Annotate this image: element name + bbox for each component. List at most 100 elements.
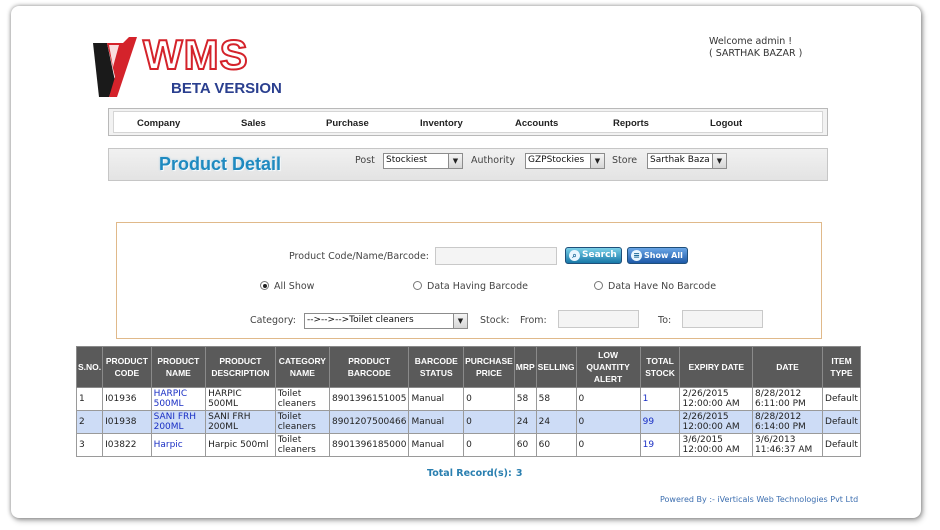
nav-logout[interactable]: Logout	[710, 118, 743, 129]
search-button[interactable]: ⌕ Search	[565, 247, 622, 264]
total-records-label: Total Record(s):	[427, 468, 512, 479]
col-date: DATE	[752, 346, 824, 388]
nav-inventory[interactable]: Inventory	[420, 118, 463, 129]
main-nav-inner: Company Sales Purchase Inventory Account…	[113, 111, 823, 133]
col-product-code: PRODUCT CODE	[102, 346, 152, 388]
cell-barcode-status: Manual	[408, 433, 465, 457]
logo-subtitle: BETA VERSION	[171, 80, 282, 97]
page-title: Product Detail	[159, 154, 282, 174]
store-select-value: Sarthak Baza	[650, 155, 710, 165]
cell-product-code: I01938	[102, 410, 152, 434]
col-purchase-price: PURCHASE PRICE	[463, 346, 515, 388]
category-select-value: -->-->-->Toilet cleaners	[307, 315, 414, 325]
cell-expiry-date: 2/26/2015 12:00:00 AM	[679, 387, 754, 411]
total-records: Total Record(s): 3	[427, 468, 522, 479]
cell-expiry-date: 2/26/2015 12:00:00 AM	[679, 410, 754, 434]
total-stock-link[interactable]: 99	[639, 410, 681, 434]
col-product-name: PRODUCT NAME	[150, 346, 207, 388]
cell-barcode: 8901396151005	[329, 387, 410, 411]
nav-reports[interactable]: Reports	[613, 118, 649, 129]
cell-sno: 3	[75, 433, 104, 457]
cell-barcode-status: Manual	[408, 410, 465, 434]
radio-all-show-label: All Show	[274, 281, 315, 292]
product-code-input[interactable]	[435, 247, 557, 265]
radio-no-barcode[interactable]	[594, 281, 603, 290]
cell-description: Harpic 500ml	[205, 433, 276, 457]
cell-selling: 60	[535, 433, 577, 457]
cell-expiry-date: 3/6/2015 12:00:00 AM	[679, 433, 754, 457]
col-barcode-status: BARCODE STATUS	[408, 346, 465, 388]
cell-mrp: 58	[513, 387, 537, 411]
radio-all-show[interactable]	[260, 281, 269, 290]
product-table: S.NO. PRODUCT CODE PRODUCT NAME PRODUCT …	[75, 346, 861, 457]
cell-selling: 58	[535, 387, 577, 411]
col-selling: SELLING	[535, 346, 577, 388]
product-name-link[interactable]: Harpic	[150, 433, 207, 457]
col-mrp: MRP	[513, 346, 537, 388]
cell-mrp: 60	[513, 433, 537, 457]
cell-purchase-price: 0	[463, 387, 515, 411]
stock-from-input[interactable]	[558, 310, 639, 328]
footer-credit: Powered By :- iVerticals Web Technologie…	[660, 495, 859, 504]
stock-to-input[interactable]	[682, 310, 763, 328]
cell-barcode-status: Manual	[408, 387, 465, 411]
cell-category: Toilet cleaners	[274, 410, 331, 434]
table-row[interactable]: 3 I03822 Harpic Harpic 500ml Toilet clea…	[75, 433, 861, 457]
cell-selling: 24	[535, 410, 577, 434]
cell-barcode: 8901207500466	[329, 410, 410, 434]
title-bar: Product Detail Post Stockiest ▼ Authorit…	[108, 148, 828, 181]
category-select[interactable]: -->-->-->Toilet cleaners ▼	[304, 313, 468, 329]
show-all-button[interactable]: ≡ Show All	[627, 247, 688, 264]
store-label: Store	[612, 155, 638, 166]
welcome-panel: Welcome admin ! ( SARTHAK BAZAR )	[709, 36, 802, 60]
product-code-label: Product Code/Name/Barcode:	[289, 251, 429, 262]
radio-having-barcode[interactable]	[413, 281, 422, 290]
nav-purchase[interactable]: Purchase	[326, 118, 369, 129]
product-name-link[interactable]: SANI FRH 200ML	[150, 410, 207, 434]
store-select[interactable]: Sarthak Baza ▼	[647, 153, 727, 169]
logo-wms-text: WMS	[142, 31, 249, 78]
logo-v-mark-icon	[93, 37, 137, 97]
total-stock-link[interactable]: 19	[639, 433, 681, 457]
store-name: ( SARTHAK BAZAR )	[709, 48, 803, 59]
cell-low-qty: 0	[575, 433, 641, 457]
chevron-down-icon: ▼	[448, 154, 462, 168]
cell-description: SANI FRH 200ML	[205, 410, 276, 434]
radio-having-barcode-label: Data Having Barcode	[427, 281, 528, 292]
product-name-link[interactable]: HARPIC 500ML	[150, 387, 207, 411]
category-label: Category:	[250, 315, 296, 326]
welcome-text: Welcome admin !	[709, 36, 793, 47]
col-category-name: CATEGORY NAME	[274, 346, 331, 388]
list-icon: ≡	[631, 250, 642, 261]
total-records-value: 3	[515, 468, 523, 479]
authority-select[interactable]: GZPStockies ▼	[525, 153, 605, 169]
search-panel: Product Code/Name/Barcode: ⌕ Search ≡ Sh…	[116, 222, 822, 339]
total-stock-link[interactable]: 1	[639, 387, 681, 411]
cell-mrp: 24	[513, 410, 537, 434]
nav-accounts[interactable]: Accounts	[515, 118, 559, 129]
cell-category: Toilet cleaners	[274, 433, 331, 457]
cell-purchase-price: 0	[463, 410, 515, 434]
nav-company[interactable]: Company	[137, 118, 181, 129]
cell-sno: 1	[75, 387, 104, 411]
cell-date: 3/6/2013 11:46:37 AM	[752, 433, 824, 457]
col-sno: S.NO.	[75, 346, 104, 388]
table-row[interactable]: 1 I01936 HARPIC 500ML HARPIC 500ML Toile…	[75, 387, 861, 411]
chevron-down-icon: ▼	[590, 154, 604, 168]
table-row[interactable]: 2 I01938 SANI FRH 200ML SANI FRH 200ML T…	[75, 410, 861, 434]
cell-item-type: Default	[822, 387, 861, 411]
cell-product-code: I03822	[102, 433, 152, 457]
col-product-description: PRODUCT DESCRIPTION	[205, 346, 276, 388]
cell-barcode: 8901396185000	[329, 433, 410, 457]
search-button-label: Search	[582, 250, 617, 260]
cell-low-qty: 0	[575, 387, 641, 411]
chevron-down-icon: ▼	[712, 154, 726, 168]
show-all-button-label: Show All	[644, 251, 683, 260]
cell-date: 8/28/2012 6:14:00 PM	[752, 410, 824, 434]
post-select[interactable]: Stockiest ▼	[383, 153, 463, 169]
table-header-row: S.NO. PRODUCT CODE PRODUCT NAME PRODUCT …	[75, 346, 861, 388]
col-product-barcode: PRODUCT BARCODE	[329, 346, 410, 388]
nav-sales[interactable]: Sales	[241, 118, 266, 129]
main-nav: Company Sales Purchase Inventory Account…	[108, 108, 828, 136]
cell-low-qty: 0	[575, 410, 641, 434]
